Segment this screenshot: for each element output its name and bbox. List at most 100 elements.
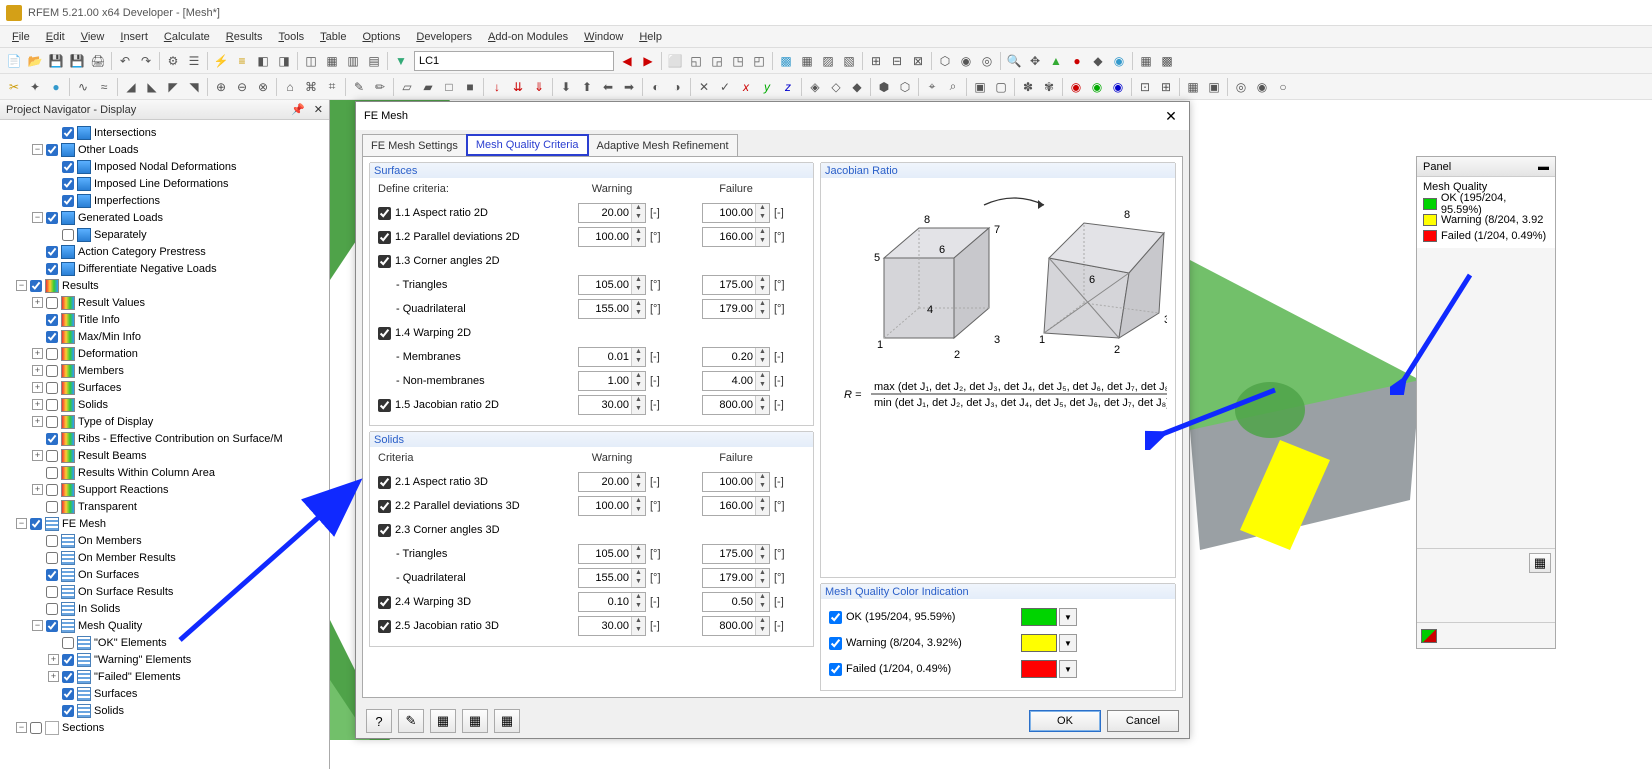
tb-icon[interactable]: ⬡	[895, 77, 915, 97]
pin-icon[interactable]: 📌	[291, 103, 305, 116]
tb-icon[interactable]: ◎	[1231, 77, 1251, 97]
tb-icon[interactable]: ⊠	[908, 51, 928, 71]
spin-up-icon[interactable]: ▲	[756, 348, 769, 357]
number-input[interactable]	[579, 399, 631, 411]
number-input[interactable]	[579, 572, 631, 584]
spin-down-icon[interactable]: ▼	[756, 237, 769, 246]
spin-down-icon[interactable]: ▼	[756, 285, 769, 294]
number-input[interactable]	[579, 596, 631, 608]
tb-icon[interactable]: ⊕	[211, 77, 231, 97]
tree-checkbox[interactable]	[30, 280, 42, 292]
spin-up-icon[interactable]: ▲	[756, 473, 769, 482]
tb-icon[interactable]: ▨	[818, 51, 838, 71]
tb-icon[interactable]: ◉	[956, 51, 976, 71]
tb-icon[interactable]: ▩	[1157, 51, 1177, 71]
tree-checkbox[interactable]	[62, 688, 74, 700]
close-icon[interactable]: ✕	[1161, 107, 1181, 125]
expand-icon[interactable]: +	[32, 382, 43, 393]
tb-icon[interactable]: ◉	[1252, 77, 1272, 97]
tb-icon[interactable]: ⌕	[943, 77, 963, 97]
ok-button[interactable]: OK	[1029, 710, 1101, 732]
tree-item[interactable]: On Surfaces	[4, 566, 329, 583]
tb-icon[interactable]: ⌂	[280, 77, 300, 97]
expand-icon[interactable]: +	[32, 348, 43, 359]
tb-icon[interactable]: ⬇	[556, 77, 576, 97]
number-input[interactable]	[703, 303, 755, 315]
criteria-checkbox[interactable]	[378, 231, 391, 244]
preset2-icon[interactable]: ▦	[462, 709, 488, 733]
spin-up-icon[interactable]: ▲	[632, 276, 645, 285]
spin-up-icon[interactable]: ▲	[756, 497, 769, 506]
tb-icon[interactable]: ▦	[797, 51, 817, 71]
spin-up-icon[interactable]: ▲	[756, 300, 769, 309]
tree-checkbox[interactable]	[46, 586, 58, 598]
number-input[interactable]	[703, 548, 755, 560]
menu-window[interactable]: Window	[576, 28, 631, 46]
spin-down-icon[interactable]: ▼	[756, 626, 769, 635]
tree-item[interactable]: In Solids	[4, 600, 329, 617]
tb-icon[interactable]: ▣	[970, 77, 990, 97]
spin-down-icon[interactable]: ▼	[632, 405, 645, 414]
tree-checkbox[interactable]	[46, 433, 58, 445]
spin-down-icon[interactable]: ▼	[632, 213, 645, 222]
tb-icon[interactable]: ◥	[184, 77, 204, 97]
spin-down-icon[interactable]: ▼	[632, 554, 645, 563]
tb-icon[interactable]: ◣	[142, 77, 162, 97]
tree-checkbox[interactable]	[46, 467, 58, 479]
tree-checkbox[interactable]	[62, 229, 74, 241]
expand-icon[interactable]: −	[32, 620, 43, 631]
tb-icon[interactable]: ◲	[707, 51, 727, 71]
number-input[interactable]	[579, 476, 631, 488]
number-input[interactable]	[579, 351, 631, 363]
tb-icon[interactable]: ◢	[121, 77, 141, 97]
tb-icon[interactable]: ◇	[826, 77, 846, 97]
menu-add-on-modules[interactable]: Add-on Modules	[480, 28, 576, 46]
tree-checkbox[interactable]	[62, 178, 74, 190]
number-input[interactable]	[579, 375, 631, 387]
spin-up-icon[interactable]: ▲	[756, 396, 769, 405]
preset1-icon[interactable]: ▦	[430, 709, 456, 733]
tb-icon[interactable]: ⇊	[508, 77, 528, 97]
tree-item[interactable]: Max/Min Info	[4, 328, 329, 345]
tree-item[interactable]: Action Category Prestress	[4, 243, 329, 260]
spin-down-icon[interactable]: ▼	[632, 626, 645, 635]
spin-up-icon[interactable]: ▲	[756, 545, 769, 554]
number-input[interactable]	[703, 399, 755, 411]
spin-up-icon[interactable]: ▲	[756, 204, 769, 213]
tree-item[interactable]: +Result Values	[4, 294, 329, 311]
tb-icon[interactable]: ◱	[686, 51, 706, 71]
tree-item[interactable]: Surfaces	[4, 685, 329, 702]
tree-item[interactable]: −FE Mesh	[4, 515, 329, 532]
tree-checkbox[interactable]	[46, 246, 58, 258]
tab-adaptive-mesh-refinement[interactable]: Adaptive Mesh Refinement	[588, 134, 738, 156]
tb-icon[interactable]: ⬅	[598, 77, 618, 97]
expand-icon[interactable]: +	[32, 297, 43, 308]
spin-down-icon[interactable]: ▼	[632, 237, 645, 246]
tb-icon[interactable]: ●	[1067, 51, 1087, 71]
tb-icon[interactable]: ◆	[1088, 51, 1108, 71]
open-icon[interactable]: 📂	[25, 51, 45, 71]
spin-down-icon[interactable]: ▼	[632, 381, 645, 390]
tb-icon[interactable]: ▱	[397, 77, 417, 97]
tb-icon[interactable]: x	[736, 77, 756, 97]
spin-down-icon[interactable]: ▼	[632, 602, 645, 611]
tree-checkbox[interactable]	[46, 348, 58, 360]
warning-input[interactable]: ▲▼	[578, 568, 646, 588]
tree-checkbox[interactable]	[46, 365, 58, 377]
number-input[interactable]	[703, 620, 755, 632]
expand-icon[interactable]: −	[32, 144, 43, 155]
panel-btn[interactable]: ▦	[1529, 553, 1551, 573]
tree-checkbox[interactable]	[46, 535, 58, 547]
number-input[interactable]	[579, 303, 631, 315]
number-input[interactable]	[703, 476, 755, 488]
spin-down-icon[interactable]: ▼	[632, 285, 645, 294]
calc-icon[interactable]: ⚡	[211, 51, 231, 71]
tree-item[interactable]: Differentiate Negative Loads	[4, 260, 329, 277]
failure-input[interactable]: ▲▼	[702, 568, 770, 588]
number-input[interactable]	[579, 207, 631, 219]
warning-input[interactable]: ▲▼	[578, 227, 646, 247]
tree-item[interactable]: +Surfaces	[4, 379, 329, 396]
tree-item[interactable]: On Members	[4, 532, 329, 549]
spin-up-icon[interactable]: ▲	[756, 593, 769, 602]
tb-icon[interactable]: ◈	[805, 77, 825, 97]
